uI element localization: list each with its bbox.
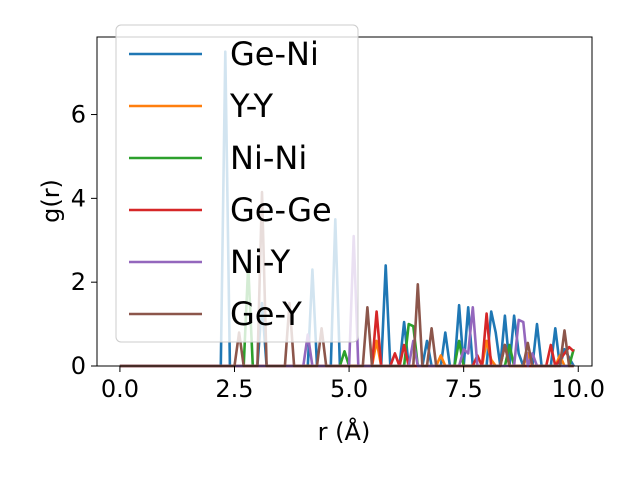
legend-label: Ge-Ni xyxy=(230,35,319,73)
legend: Ge-Ni Y-Y Ni-Ni Ge-Ge Ni-Y Ge-Y xyxy=(115,24,359,343)
legend-label: Y-Y xyxy=(229,87,274,125)
x-tick-label: 5.0 xyxy=(330,375,368,403)
legend-label: Ni-Y xyxy=(230,243,291,281)
y-tick-label: 6 xyxy=(71,101,86,129)
x-tick-label: 2.5 xyxy=(215,375,253,403)
legend-label: Ge-Ge xyxy=(230,191,332,229)
x-axis-label: r (Å) xyxy=(318,417,371,446)
legend-label: Ni-Ni xyxy=(230,139,307,177)
x-tick-label: 10.0 xyxy=(552,375,605,403)
y-axis-label: g(r) xyxy=(37,179,65,223)
y-tick-label: 4 xyxy=(71,184,86,212)
y-tick-label: 2 xyxy=(71,268,86,296)
y-tick-label: 0 xyxy=(71,352,86,380)
legend-label: Ge-Y xyxy=(230,295,302,333)
x-tick-label: 7.5 xyxy=(445,375,483,403)
x-tick-label: 0.0 xyxy=(101,375,139,403)
x-axis: 0.0 2.5 5.0 7.5 10.0 xyxy=(101,366,605,403)
y-axis: 0 2 4 6 xyxy=(71,101,97,380)
